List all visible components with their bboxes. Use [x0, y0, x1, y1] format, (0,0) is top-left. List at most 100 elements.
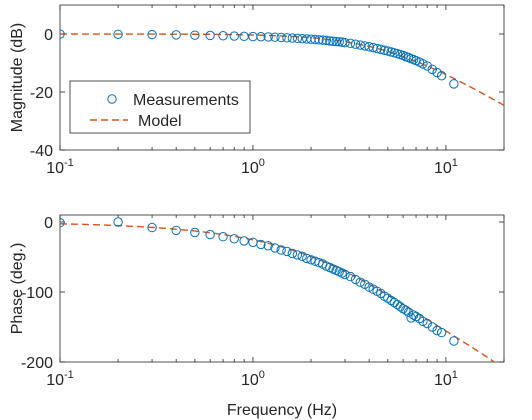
axes-box [59, 214, 505, 363]
measurement-point [422, 61, 432, 71]
measurement-point [325, 36, 335, 46]
measurement-point [350, 274, 361, 285]
measurement-point [408, 54, 419, 65]
x-tick-label-base: 10 [241, 160, 259, 177]
measurement-point [218, 232, 228, 242]
x-axis-label: Frequency (Hz) [227, 402, 337, 419]
measurement-point [314, 35, 324, 45]
x-tick-label-exponent: 0 [259, 157, 265, 169]
plot-area [60, 29, 504, 106]
measurement-point [350, 39, 361, 49]
measurement-point [418, 59, 428, 69]
x-tick-label: 100 [241, 369, 265, 389]
measurement-point [436, 327, 447, 338]
x-tick-label-exponent: 0 [259, 369, 265, 381]
axes-box [59, 4, 505, 151]
x-tick-label: 101 [434, 369, 458, 389]
x-tick-label-base: 10 [46, 160, 64, 177]
measurement-point [287, 248, 298, 259]
measurement-point [418, 316, 428, 327]
measurement-point [355, 277, 365, 287]
measurement-point [60, 29, 65, 39]
measurement-point [328, 36, 338, 46]
measurement-point [147, 29, 157, 40]
measurement-point [432, 325, 442, 336]
measurement-point [205, 229, 215, 240]
y-tick-label: -40 [30, 143, 53, 160]
measurement-point [379, 45, 390, 55]
legend-model-label: Model [138, 113, 182, 130]
measurement-point [395, 302, 405, 312]
measurement-point [276, 245, 286, 255]
measurement-point [218, 31, 228, 41]
measurement-point [306, 255, 316, 265]
x-tick-label-base: 10 [434, 372, 452, 389]
model-line [60, 223, 496, 362]
measurement-point [205, 30, 215, 41]
measurement-point [427, 322, 437, 332]
x-tick-label: 100 [241, 157, 265, 177]
y-tick-label: -20 [30, 85, 53, 102]
measurement-point [270, 32, 280, 42]
measurement-point [398, 304, 408, 314]
measurement-point [276, 32, 286, 43]
y-tick-label: 0 [44, 27, 53, 44]
measurement-point [376, 44, 386, 55]
measurement-point [449, 336, 459, 346]
measurement-point [355, 40, 365, 50]
legend: Measurements Model [69, 80, 251, 134]
y-tick-label: -200 [21, 355, 53, 372]
measurement-point [427, 64, 437, 75]
measurement-point [401, 305, 411, 315]
measurement-point [372, 43, 382, 54]
measurement-point [334, 37, 344, 47]
measurement-point [321, 35, 332, 46]
legend-measurements-label: Measurements [133, 92, 239, 109]
measurement-point [449, 79, 459, 89]
measurement-point [436, 71, 447, 81]
measurement-point [113, 29, 123, 39]
x-tick-label-exponent: 1 [452, 369, 458, 381]
measurement-point [345, 38, 356, 48]
measurement-point [368, 42, 378, 53]
measurement-point [60, 218, 65, 228]
legend-box [69, 80, 251, 134]
x-tick-label: 10-1 [46, 369, 74, 389]
measurement-point [331, 36, 341, 47]
measurement-point [422, 318, 432, 329]
x-tick-label: 101 [434, 157, 458, 177]
measurement-point [270, 243, 280, 253]
measurement-point [171, 30, 181, 40]
measurement-point [263, 32, 273, 42]
measurement-point [318, 35, 328, 45]
measurement-point [287, 33, 298, 43]
plot-area [60, 217, 496, 362]
measurement-point [256, 32, 266, 42]
measurement-point [229, 234, 239, 244]
measurement-point [282, 246, 292, 257]
measurement-point [310, 34, 320, 45]
x-tick-label-base: 10 [434, 160, 452, 177]
measurement-point [190, 227, 200, 238]
measurement-point [147, 222, 157, 233]
model-line [60, 33, 504, 106]
measurement-point [302, 253, 312, 264]
measurement-point [340, 38, 350, 48]
measurement-point [340, 269, 350, 280]
y-tick-label: 0 [44, 215, 53, 232]
y-axis-label: Magnitude (dB) [9, 23, 26, 132]
measurement-point [282, 33, 292, 43]
measurement-point [239, 236, 249, 246]
measurement-point [297, 251, 307, 261]
y-axis-label: Phase (deg.) [9, 243, 26, 335]
x-tick-label-base: 10 [241, 372, 259, 389]
measurement-point [171, 225, 181, 236]
measurement-point [414, 313, 425, 324]
measurement-point [345, 271, 356, 282]
x-tick-label-base: 10 [46, 372, 64, 389]
y-tick-label: -100 [21, 285, 53, 302]
measurement-point [113, 217, 123, 227]
